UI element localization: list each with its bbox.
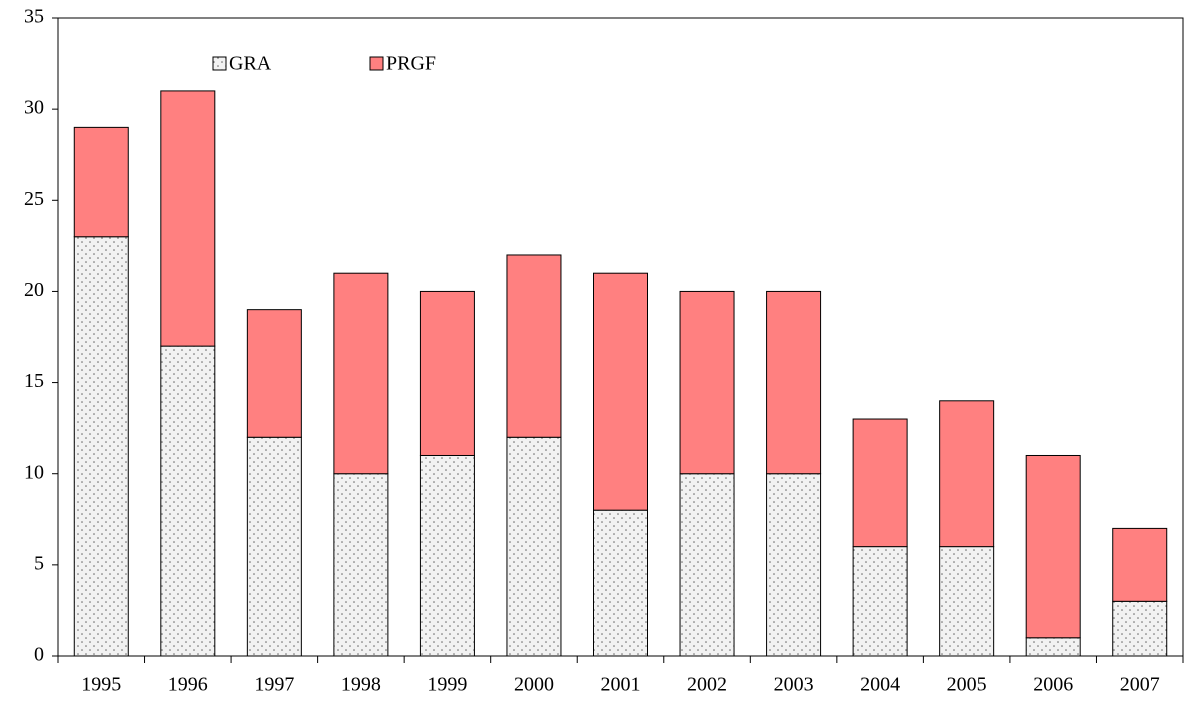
bar-segment xyxy=(593,509,648,657)
bar-segment xyxy=(852,418,908,548)
bar-segment xyxy=(246,436,302,657)
bar-segment xyxy=(939,546,995,657)
x-tick-label: 2000 xyxy=(514,674,554,696)
x-tick-label: 2001 xyxy=(601,674,641,696)
x-tick-label: 1999 xyxy=(427,674,467,696)
y-tick-label: 30 xyxy=(24,97,44,119)
bar-segment xyxy=(160,345,216,657)
bar-segment xyxy=(593,272,648,511)
x-tick-label: 1996 xyxy=(168,674,208,696)
legend-label: PRGF xyxy=(386,53,436,75)
x-tick-label: 2006 xyxy=(1033,674,1073,696)
bar-segment xyxy=(333,272,389,475)
x-tick-label: 2007 xyxy=(1120,674,1160,696)
bar-segment xyxy=(1025,637,1081,657)
legend-label: GRA xyxy=(229,53,272,75)
bar-segment xyxy=(1025,454,1081,639)
y-tick-label: 0 xyxy=(34,644,44,666)
bar-segment xyxy=(766,473,822,657)
bar-segment xyxy=(1112,527,1168,602)
legend-swatch xyxy=(369,56,384,71)
bar-segment xyxy=(1112,600,1168,657)
x-tick-label: 1995 xyxy=(81,674,121,696)
x-tick-label: 2004 xyxy=(860,674,900,696)
bar-segment xyxy=(766,290,822,475)
y-tick-label: 25 xyxy=(24,188,44,210)
bar-segment xyxy=(73,126,129,238)
y-tick-label: 10 xyxy=(24,461,44,483)
bar-segment xyxy=(679,290,735,475)
bar-segment xyxy=(506,254,562,438)
bar-segment xyxy=(419,290,475,456)
y-tick-label: 15 xyxy=(24,370,44,392)
x-tick-label: 2005 xyxy=(947,674,987,696)
bar-segment xyxy=(419,454,475,657)
y-tick-label: 35 xyxy=(24,6,44,28)
x-tick-label: 2002 xyxy=(687,674,727,696)
bar-segment xyxy=(73,236,129,657)
x-tick-label: 1998 xyxy=(341,674,381,696)
y-tick-label: 5 xyxy=(34,552,44,574)
bar-segment xyxy=(160,90,216,347)
bar-segment xyxy=(679,473,735,657)
x-tick-label: 1997 xyxy=(254,674,294,696)
legend-swatch xyxy=(212,56,227,71)
bar-segment xyxy=(246,309,302,438)
x-tick-label: 2003 xyxy=(774,674,814,696)
y-tick-label: 20 xyxy=(24,279,44,301)
bar-segment xyxy=(506,436,562,657)
bar-segment xyxy=(939,400,995,548)
bar-segment xyxy=(333,473,389,657)
bar-segment xyxy=(852,546,908,657)
